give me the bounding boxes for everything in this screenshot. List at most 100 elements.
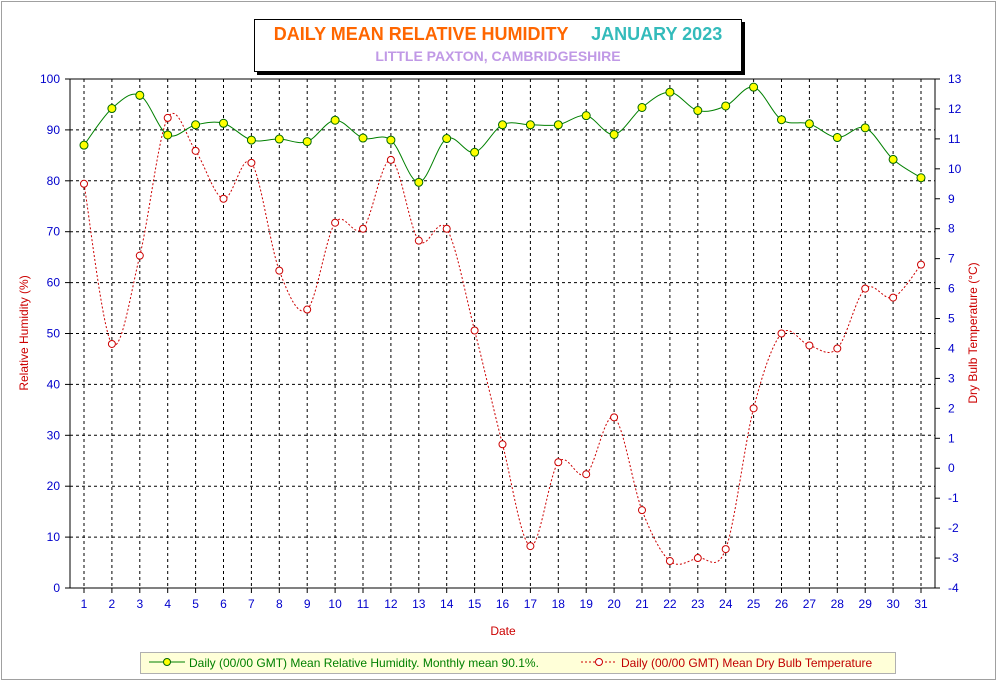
x-tick-label: 14 — [440, 597, 454, 611]
x-tick-label: 7 — [248, 597, 255, 611]
x-tick-label: 3 — [136, 597, 143, 611]
y-left-tick-label: 50 — [47, 327, 61, 341]
humidity-point — [777, 115, 786, 125]
humidity-point — [470, 147, 480, 157]
legend-temperature-label: Daily (00/00 GMT) Mean Dry Bulb Temperat… — [621, 656, 873, 670]
temperature-point — [889, 293, 898, 302]
y-left-tick-label: 0 — [53, 581, 60, 595]
chart-month: JANUARY 2023 — [591, 24, 723, 44]
humidity-point — [693, 106, 703, 116]
x-tick-label: 5 — [192, 597, 199, 611]
temperature-series — [80, 112, 925, 566]
y-left-tick-label: 80 — [47, 174, 61, 188]
x-tick-label: 23 — [691, 597, 705, 611]
humidity-point — [442, 134, 452, 144]
grid — [70, 79, 935, 588]
x-tick-label: 24 — [719, 597, 733, 611]
temperature-point — [582, 470, 591, 479]
x-tick-label: 17 — [524, 597, 538, 611]
temperature-point — [107, 339, 116, 348]
humidity-point — [581, 111, 591, 121]
y-right-tick-label: 8 — [948, 222, 955, 236]
temperature-point — [359, 224, 367, 233]
x-tick-label: 20 — [607, 597, 621, 611]
temperature-point — [163, 113, 172, 122]
temperature-line — [83, 112, 922, 565]
x-tick-label: 8 — [276, 597, 283, 611]
x-tick-label: 2 — [109, 597, 116, 611]
temperature-point — [638, 506, 646, 515]
y-left-tick-label: 20 — [47, 479, 61, 493]
temperature-point — [805, 341, 814, 350]
humidity-point — [246, 135, 256, 145]
y-right-tick-label: 10 — [948, 162, 962, 176]
humidity-point — [665, 87, 675, 97]
y-right-tick-label: 13 — [948, 72, 962, 86]
y-left-tick-label: 10 — [47, 530, 61, 544]
legend: Daily (00/00 GMT) Mean Relative Humidity… — [140, 652, 896, 674]
humidity-point — [79, 140, 89, 150]
y-right-tick-label: 3 — [948, 371, 955, 385]
legend-humidity-label: Daily (00/00 GMT) Mean Relative Humidity… — [189, 656, 539, 670]
humidity-point — [860, 123, 870, 133]
title-line: DAILY MEAN RELATIVE HUMIDITY JANUARY 202… — [255, 24, 741, 45]
x-tick-label: 18 — [552, 597, 566, 611]
humidity-point — [414, 177, 424, 187]
y-right-tick-label: -2 — [948, 521, 959, 535]
x-axis-label: Date — [490, 624, 516, 638]
x-tick-label: 13 — [412, 597, 426, 611]
x-tick-label: 31 — [914, 597, 928, 611]
x-tick-label: 15 — [468, 597, 482, 611]
y-left-tick-label: 60 — [47, 276, 61, 290]
humidity-series — [79, 82, 926, 187]
humidity-point — [721, 101, 731, 111]
temperature-point — [470, 326, 479, 335]
y-right-tick-label: 5 — [948, 312, 955, 326]
humidity-point — [274, 134, 284, 144]
y-right-tick-label: -4 — [948, 581, 959, 595]
y-left-tick-label: 70 — [47, 225, 61, 239]
x-tick-label: 29 — [859, 597, 873, 611]
humidity-point — [358, 133, 368, 143]
temperature-point — [135, 251, 144, 260]
temperature-point — [303, 305, 312, 314]
x-tick-label: 28 — [831, 597, 845, 611]
x-tick-label: 16 — [496, 597, 510, 611]
temperature-point — [275, 266, 284, 275]
x-tick-label: 9 — [304, 597, 311, 611]
temperature-point — [80, 179, 88, 188]
temperature-point — [777, 329, 786, 338]
humidity-point — [804, 119, 814, 129]
x-tick-label: 26 — [775, 597, 789, 611]
humidity-point — [916, 173, 926, 183]
humidity-point — [609, 129, 619, 139]
y-right-tick-label: -3 — [948, 551, 959, 565]
temperature-point — [219, 194, 228, 203]
y-axis-label-right: Dry Bulb Temperature (°C) — [966, 262, 980, 403]
temperature-point — [833, 344, 842, 353]
y-right-tick-label: 11 — [948, 132, 961, 146]
temperature-point — [554, 458, 563, 467]
y-right-tick-label: 9 — [948, 192, 955, 206]
y-right-tick-label: 0 — [948, 461, 955, 475]
chart-title: DAILY MEAN RELATIVE HUMIDITY — [273, 24, 569, 44]
humidity-point — [553, 120, 563, 130]
y-right-tick-label: 4 — [948, 341, 955, 355]
y-left-tick-label: 90 — [47, 123, 61, 137]
y-left-tick-label: 30 — [47, 428, 61, 442]
humidity-point — [749, 82, 759, 92]
temperature-point — [247, 158, 256, 167]
temperature-point — [442, 224, 451, 233]
x-tick-label: 21 — [635, 597, 649, 611]
x-tick-label: 25 — [747, 597, 761, 611]
y-right-tick-label: 7 — [948, 252, 955, 266]
x-tick-label: 30 — [886, 597, 900, 611]
y-right-tick-label: 12 — [948, 102, 962, 116]
temperature-point — [191, 146, 200, 155]
humidity-point — [302, 137, 312, 147]
axis-ticks: 1 2 3 4 5 6 7 8 9 10 11 12 13 14 15 16 17 18 19 20 21 22 23 24 2… — [40, 72, 962, 611]
humidity-point — [386, 135, 396, 145]
temperature-point — [693, 554, 702, 563]
y-right-tick-label: 2 — [948, 401, 955, 415]
